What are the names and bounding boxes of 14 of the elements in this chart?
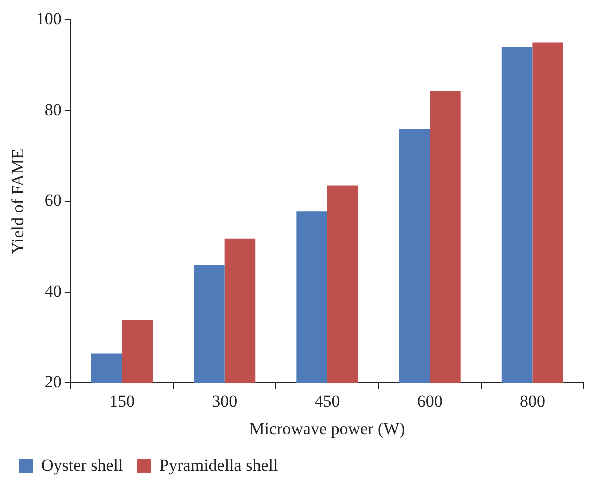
y-axis-title: Yield of FAME xyxy=(8,148,28,254)
legend-label: Oyster shell xyxy=(42,456,124,475)
y-tick-label: 80 xyxy=(44,100,62,120)
y-tick-label: 100 xyxy=(36,9,62,28)
x-tick-label: 300 xyxy=(212,392,238,411)
x-tick-label: 600 xyxy=(417,392,443,411)
y-tick-label: 60 xyxy=(44,191,62,210)
legend-label: Pyramidella shell xyxy=(160,456,278,475)
x-tick-label: 450 xyxy=(314,392,340,411)
x-axis-title: Microwave power (W) xyxy=(250,419,406,438)
y-tick-label: 40 xyxy=(44,282,62,301)
x-tick-label: 150 xyxy=(109,392,135,411)
x-tick-label: 800 xyxy=(520,392,546,411)
y-tick-label: 20 xyxy=(44,372,62,392)
